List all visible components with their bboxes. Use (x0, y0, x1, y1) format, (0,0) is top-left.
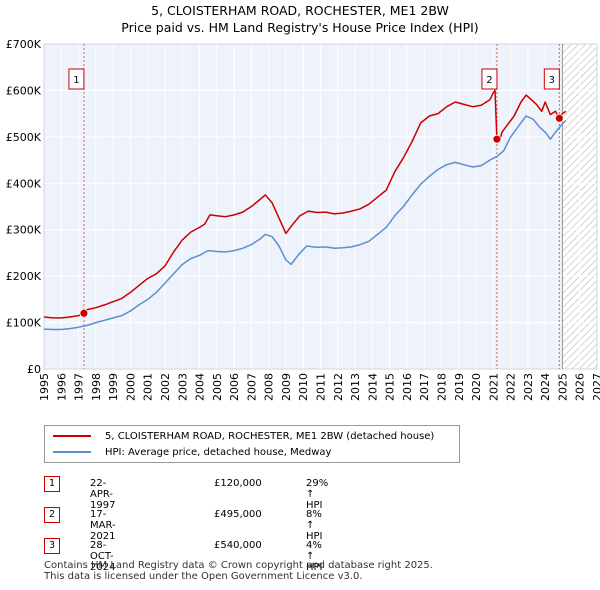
x-tick-label: 2002 (159, 373, 172, 401)
series-line-price (43, 89, 567, 319)
footer-line2: This data is licensed under the Open Gov… (44, 571, 363, 582)
sale-label-text: 2 (486, 75, 492, 86)
x-tick-label: 2007 (245, 373, 258, 401)
sale-marker-label: 1 (44, 476, 60, 492)
footer-line1: Contains HM Land Registry data © Crown c… (44, 560, 433, 571)
sale-date: 22-APR-1997 (90, 478, 116, 511)
legend-swatch-hpi (53, 451, 91, 453)
x-tick-label: 1997 (73, 373, 86, 401)
x-tick-label: 2014 (366, 373, 379, 401)
sale-label-text: 3 (549, 75, 555, 86)
sale-price: £495,000 (214, 509, 262, 520)
y-tick-label: £700K (6, 38, 42, 51)
sale-point (79, 308, 89, 318)
chart-title: 5, CLOISTERHAM ROAD, ROCHESTER, ME1 2BW … (0, 2, 600, 36)
sale-label-box (481, 68, 498, 90)
x-tick-label: 2026 (574, 373, 587, 401)
chart-title-line1: 5, CLOISTERHAM ROAD, ROCHESTER, ME1 2BW (151, 3, 449, 18)
x-tick-label: 2011 (315, 373, 328, 401)
sale-label-text: 1 (73, 75, 79, 86)
x-tick-label: 1996 (55, 373, 68, 401)
y-tick-label: £100K (6, 317, 42, 330)
sale-date: 28-OCT-2024 (90, 540, 116, 573)
x-tick-label: 2004 (194, 373, 207, 401)
legend-swatch-price (53, 435, 91, 437)
y-tick-label: £300K (6, 224, 42, 237)
sale-date: 17-MAR-2021 (90, 509, 116, 542)
x-tick-label: 1999 (107, 373, 120, 401)
x-tick-label: 2019 (453, 373, 466, 401)
footer: Contains HM Land Registry data © Crown c… (44, 560, 433, 582)
y-tick-label: £500K (6, 131, 42, 144)
x-tick-label: 2000 (124, 373, 137, 401)
x-tick-label: 2003 (176, 373, 189, 401)
sale-label-box (543, 68, 560, 90)
x-tick-label: 2017 (418, 373, 431, 401)
x-tick-label: 2020 (470, 373, 483, 401)
sale-hpi-change: 8% ↑ HPI (306, 509, 323, 542)
legend-label-price: 5, CLOISTERHAM ROAD, ROCHESTER, ME1 2BW … (105, 430, 435, 442)
x-tick-label: 2009 (280, 373, 293, 401)
x-tick-label: 2027 (591, 373, 600, 401)
x-tick-label: 2018 (435, 373, 448, 401)
sale-label-box (68, 68, 85, 90)
x-tick-label: 2024 (539, 373, 552, 401)
sale-price: £540,000 (214, 540, 262, 551)
sale-point (554, 113, 564, 123)
x-tick-label: 1998 (90, 373, 103, 401)
x-tick-label: 2023 (522, 373, 535, 401)
price-chart: £0 £100K £200K £300K £400K £500K £600K £700K 199… (6, 38, 600, 401)
sale-point (492, 134, 502, 144)
legend: 5, CLOISTERHAM ROAD, ROCHESTER, ME1 2BW … (44, 425, 460, 463)
x-tick-label: 2001 (142, 373, 155, 401)
y-tick-label: £400K (6, 177, 42, 190)
x-tick-label: 2005 (211, 373, 224, 401)
legend-item-hpi: HPI: Average price, detached house, Medw… (53, 445, 331, 459)
series-line-hpi (43, 115, 567, 331)
plot-frame (43, 43, 598, 370)
x-tick-label: 2010 (297, 373, 310, 401)
legend-item-price: 5, CLOISTERHAM ROAD, ROCHESTER, ME1 2BW … (53, 429, 434, 443)
sale-marker-label: 2 (44, 507, 60, 523)
x-tick-label: 1995 (38, 373, 51, 401)
sale-marker-label: 3 (44, 538, 60, 554)
x-tick-label: 2008 (263, 373, 276, 401)
x-tick-label: 2012 (332, 373, 345, 401)
x-tick-label: 2025 (556, 373, 569, 401)
x-tick-label: 2022 (505, 373, 518, 401)
y-tick-label: £600K (6, 84, 42, 97)
sale-hpi-change: 4% ↑ HPI (306, 540, 323, 573)
x-tick-label: 2006 (228, 373, 241, 401)
legend-label-hpi: HPI: Average price, detached house, Medw… (105, 446, 332, 458)
sale-hpi-change: 29% ↑ HPI (306, 478, 329, 511)
sale-price: £120,000 (214, 478, 262, 489)
x-tick-label: 2013 (349, 373, 362, 401)
x-tick-label: 2015 (384, 373, 397, 401)
y-tick-label: £0 (27, 363, 41, 376)
x-tick-label: 2016 (401, 373, 414, 401)
x-tick-label: 2021 (487, 373, 500, 401)
y-tick-label: £200K (6, 270, 42, 283)
chart-title-line2: Price paid vs. HM Land Registry's House … (121, 20, 479, 35)
